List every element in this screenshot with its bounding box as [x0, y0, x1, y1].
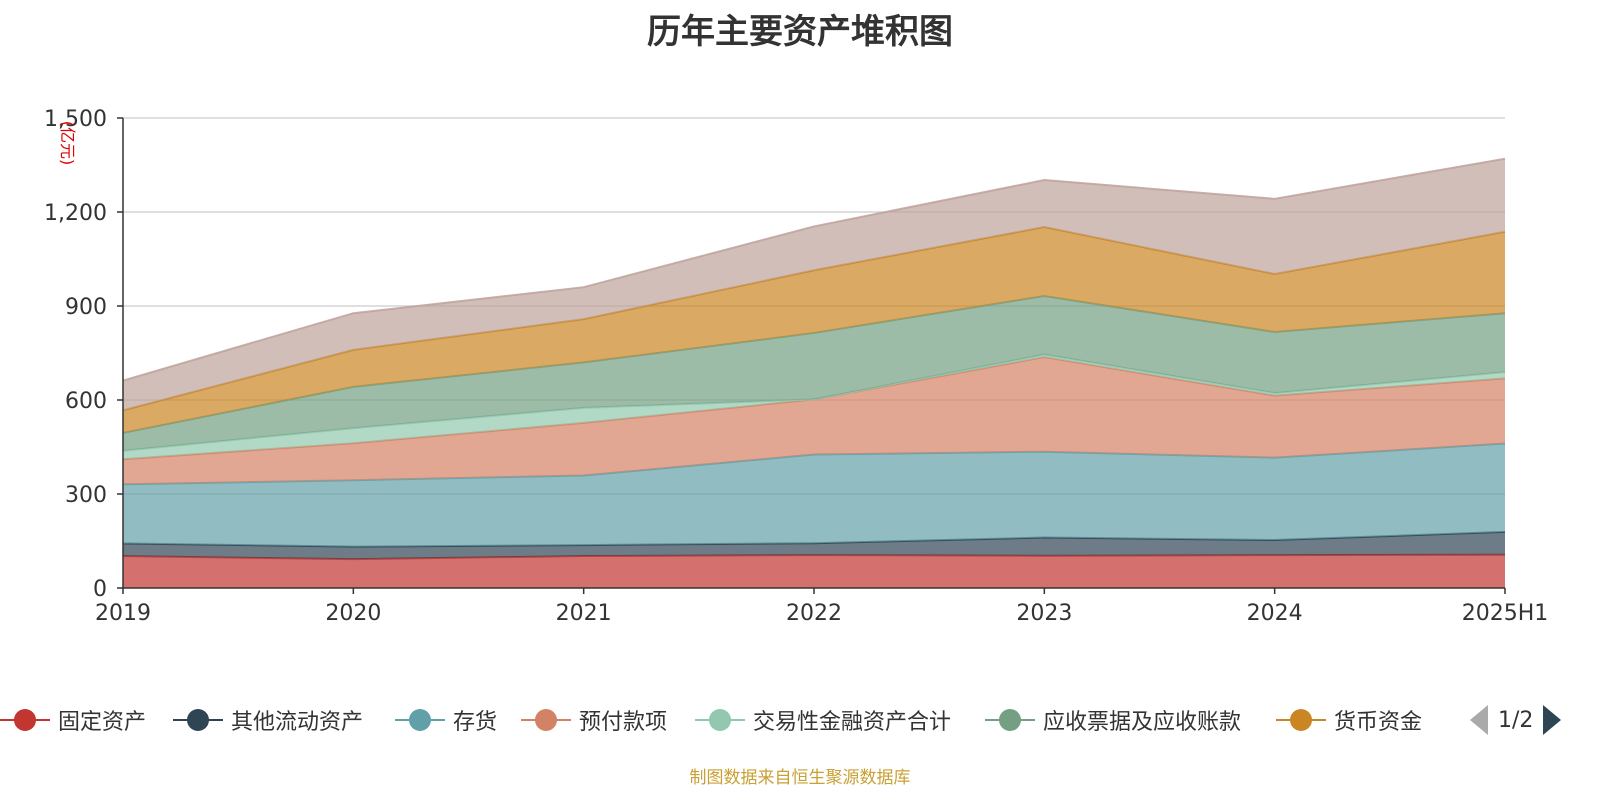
legend-swatch-icon [395, 702, 445, 738]
prev-page-icon[interactable] [1470, 705, 1488, 735]
x-tick-label: 2019 [95, 601, 151, 626]
area-series-0 [123, 554, 1505, 588]
x-tick-label: 2022 [786, 601, 842, 626]
legend-page-indicator: 1/2 [1498, 707, 1534, 733]
y-tick-label: 1,200 [44, 201, 107, 226]
legend-swatch-icon [0, 702, 50, 738]
legend-swatch-icon [985, 702, 1035, 738]
legend-label: 预付款项 [579, 710, 668, 735]
next-page-icon[interactable] [1543, 705, 1562, 735]
area-series-2 [123, 443, 1505, 547]
legend-label: 存货 [453, 710, 498, 735]
x-tick-label: 2023 [1016, 601, 1072, 626]
x-tick-label: 2020 [325, 601, 381, 626]
legend-swatch-icon [173, 702, 223, 738]
y-tick-label: 0 [93, 577, 107, 602]
x-tick-label: 2025H1 [1462, 601, 1549, 626]
legend-item[interactable]: 其他流动资产 [173, 702, 363, 738]
source-note: 制图数据来自恒生聚源数据库 [689, 768, 911, 788]
series-line-7 [122, 157, 1506, 382]
y-tick-label: 900 [65, 295, 107, 320]
legend-label: 货币资金 [1334, 710, 1423, 735]
legend-label: 其他流动资产 [231, 710, 364, 735]
legend-label: 交易性金融资产合计 [753, 710, 952, 735]
area-series-5 [123, 295, 1505, 451]
legend-item[interactable]: 固定资产 [0, 702, 146, 738]
legend-pager: 1/2 [1470, 702, 1562, 738]
legend: 固定资产 其他流动资产 存货 预付款项 交易性金融资产合计 应收票据及应收账款 货币资金 [0, 702, 1600, 738]
area-series-3 [123, 357, 1505, 485]
legend-label: 固定资产 [58, 710, 147, 735]
x-tick-label: 2024 [1247, 601, 1303, 626]
area-series-7 [123, 158, 1505, 411]
x-tick-label: 2021 [556, 601, 612, 626]
legend-item[interactable]: 存货 [395, 702, 497, 738]
area-layer [122, 157, 1506, 588]
axis-layer: 0 300 600 900 1,200 1,500 2019 2020 2021 2022 2023… [44, 107, 1548, 626]
y-tick-label: 600 [65, 389, 107, 414]
legend-swatch-icon [1276, 702, 1326, 738]
legend-item[interactable]: 应收票据及应收账款 [985, 702, 1241, 738]
legend-swatch-icon [521, 702, 571, 738]
y-axis-unit-label: (亿元) [58, 121, 77, 166]
legend-item[interactable]: 货币资金 [1276, 702, 1422, 738]
legend-item[interactable]: 预付款项 [521, 702, 667, 738]
legend-swatch-icon [695, 702, 745, 738]
y-tick-label: 300 [65, 483, 107, 508]
y-tick-label: 1,500 [44, 107, 107, 132]
area-series-1 [123, 531, 1505, 560]
legend-item[interactable]: 交易性金融资产合计 [695, 702, 951, 738]
legend-label: 应收票据及应收账款 [1043, 710, 1242, 735]
chart-title: 历年主要资产堆积图 [647, 12, 953, 52]
area-series-4 [123, 354, 1505, 460]
area-series-6 [123, 227, 1505, 433]
